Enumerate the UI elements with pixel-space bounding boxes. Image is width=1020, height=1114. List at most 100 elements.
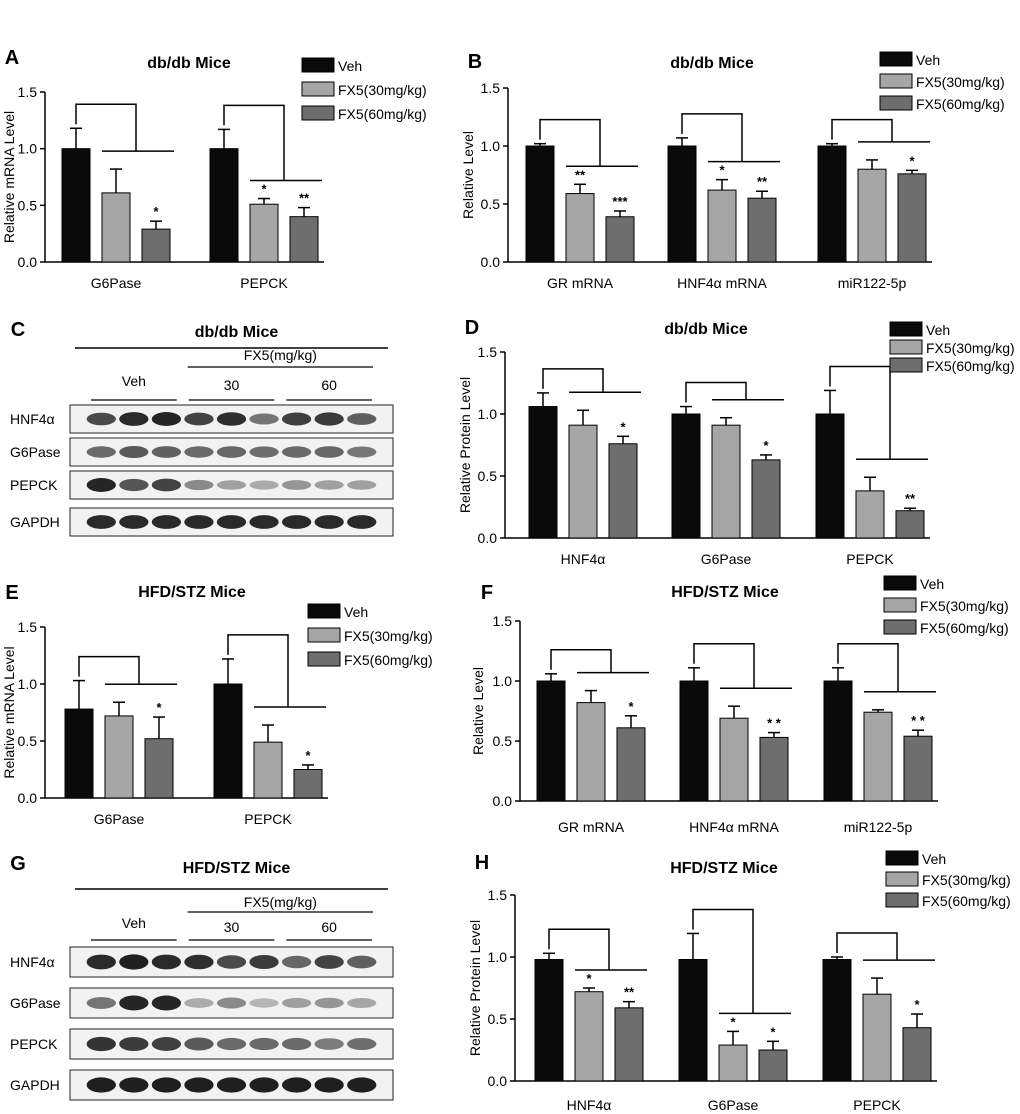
- panel-c-group-header: FX5(mg/kg): [244, 347, 317, 363]
- panel-a-bracket: [75, 103, 137, 152]
- panel-g-blot-band: [151, 995, 182, 1011]
- panel-f-bar: [576, 702, 606, 802]
- panel-f-y-tick-label: 1.5: [493, 613, 513, 629]
- panel-g-blot-band: [281, 997, 312, 1009]
- panel-a-bar: [61, 148, 91, 263]
- panel-f-legend-swatch: [883, 597, 917, 613]
- panel-f-significance: * *: [767, 716, 782, 731]
- panel-a-legend-label: FX5(30mg/kg): [338, 82, 427, 98]
- panel-g-blot-band: [347, 1037, 377, 1051]
- panel-a-ylabel: Relative mRNA Level: [1, 111, 17, 243]
- panel-b-letter: B: [468, 51, 482, 73]
- panel-g-blot-band: [86, 954, 116, 970]
- panel-a-y-tick-label: 0.5: [18, 197, 38, 213]
- panel-b-bracket: [831, 118, 893, 142]
- panel-f-bar: [759, 736, 789, 802]
- panel-h-y-tick-label: 0.5: [488, 1011, 508, 1027]
- panel-a-y-tick-label: 1.0: [18, 141, 38, 157]
- panel-h-legend-label: Veh: [922, 851, 946, 867]
- panel-h-significance: *: [914, 997, 920, 1012]
- panel-g-blot-label: HNF4α: [10, 954, 55, 970]
- panel-b-bar: [897, 173, 927, 263]
- panel-f-bracket: [837, 643, 899, 692]
- panel-b-bar: [747, 197, 777, 263]
- panel-g-blot-label: G6Pase: [10, 995, 61, 1011]
- panel-g-lane-group-label: 30: [224, 919, 240, 935]
- panel-d-bracket: [685, 381, 747, 403]
- panel-g-blot-band: [314, 1077, 344, 1093]
- panel-h-title: HFD/STZ Mice: [670, 860, 778, 877]
- panel-a-bar: [289, 216, 319, 263]
- panel-c-blot-band: [314, 515, 344, 529]
- panel-h-significance: **: [624, 985, 635, 1000]
- panel-f-y-tick-label: 1.0: [493, 673, 513, 689]
- panel-h-legend-swatch: [885, 892, 919, 908]
- panel-e-y-tick-label: 0.0: [18, 790, 38, 806]
- panel-h-significance: *: [730, 1014, 736, 1029]
- panel-c-blot-band: [119, 445, 149, 459]
- panel-f-bar: [679, 680, 709, 802]
- panel-a-significance: *: [153, 204, 159, 219]
- panel-c-blot-label: PEPCK: [10, 477, 58, 493]
- panel-c-blot-band: [184, 515, 214, 529]
- panel-e-category-label: G6Pase: [94, 811, 145, 827]
- panel-c-lane-group-label: 30: [224, 377, 240, 393]
- panel-b-bracket: [681, 113, 743, 162]
- panel-c-blot-band: [184, 446, 214, 458]
- panel-d-legend-label: FX5(60mg/kg): [926, 358, 1015, 374]
- panel-d-legend-swatch: [889, 339, 923, 355]
- panel-a-y-tick-label: 1.5: [18, 84, 38, 100]
- panel-a-bar: [141, 228, 171, 263]
- panel-c-blot-band: [216, 515, 247, 529]
- panel-h-bar: [902, 1027, 932, 1082]
- panel-b-legend-swatch: [879, 73, 913, 89]
- panel-b-ylabel: Relative Level: [460, 131, 476, 219]
- panel-h-category-label: PEPCK: [853, 1097, 901, 1113]
- panel-g-blot-band: [314, 955, 344, 969]
- panel-c-blot-band: [86, 412, 116, 426]
- panel-b-y-tick-label: 1.0: [481, 138, 501, 154]
- panel-h-bar: [534, 958, 564, 1082]
- panel-d-legend-label: FX5(30mg/kg): [926, 340, 1015, 356]
- panel-d-bar: [608, 443, 638, 539]
- panel-b-y-tick-label: 0.0: [481, 254, 501, 270]
- panel-g-blot-band: [216, 1037, 247, 1051]
- panel-g-blot-band: [314, 997, 344, 1009]
- panel-g-blot-band: [151, 1037, 182, 1051]
- panel-g-lane-group-label: Veh: [122, 915, 146, 931]
- panel-g-blot-band: [86, 1077, 116, 1093]
- panel-c-blot-band: [314, 446, 344, 458]
- panel-d-significance: *: [763, 438, 769, 453]
- panel-b-legend-label: FX5(30mg/kg): [916, 74, 1005, 90]
- panel-e-title: HFD/STZ Mice: [138, 584, 246, 601]
- panel-c-title: db/db Mice: [195, 324, 279, 341]
- panel-a-legend-label: Veh: [338, 58, 362, 74]
- panel-b-category-label: miR122-5p: [838, 275, 907, 291]
- panel-f-legend-label: FX5(30mg/kg): [920, 598, 1009, 614]
- panel-e-legend-label: FX5(30mg/kg): [344, 628, 433, 644]
- panel-c-blot-band: [314, 412, 344, 426]
- panel-b-bar: [525, 145, 555, 263]
- panel-b-legend-swatch: [879, 51, 913, 67]
- panel-e-legend-swatch: [307, 603, 341, 619]
- panel-c-blot-band: [314, 480, 344, 490]
- panel-a-letter: A: [5, 47, 19, 69]
- panel-g-blot-band: [314, 1038, 344, 1050]
- panel-c-blot-band: [249, 515, 279, 529]
- panel-d-bar: [751, 459, 781, 539]
- panel-e-legend-swatch: [307, 627, 341, 643]
- panel-c-blot-band: [119, 412, 149, 426]
- panel-f-bar: [823, 680, 853, 802]
- panel-e-bar: [293, 769, 323, 799]
- panel-f-ylabel: Relative Level: [470, 667, 486, 755]
- panel-c-blot-band: [151, 515, 182, 529]
- panel-h-category-label: HNF4α: [567, 1097, 612, 1113]
- panel-f-category-label: GR mRNA: [558, 819, 625, 835]
- panel-f-significance: *: [628, 699, 634, 714]
- panel-g-group-header: FX5(mg/kg): [244, 894, 317, 910]
- panel-c-blot-band: [347, 413, 377, 425]
- panel-h-bar: [718, 1044, 748, 1082]
- panel-c-blot-label: GAPDH: [10, 514, 60, 530]
- panel-f-bar: [903, 735, 933, 802]
